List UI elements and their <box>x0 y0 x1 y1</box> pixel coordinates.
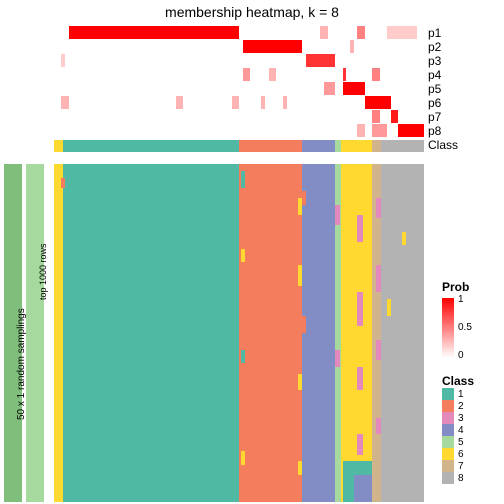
class-legend-item: 5 <box>442 436 474 448</box>
class-legend-item: 2 <box>442 400 474 412</box>
class-legend-item: 7 <box>442 460 474 472</box>
class-legend-title: Class <box>442 374 474 388</box>
membership-heatmap: membership heatmap, k = 8 50 x 1 random … <box>0 0 504 504</box>
class-legend-item: 3 <box>442 412 474 424</box>
membership-body <box>0 0 504 504</box>
prob-legend: Prob 1 0.5 0 <box>442 280 502 358</box>
class-legend-item: 1 <box>442 388 474 400</box>
class-legend-item: 4 <box>442 424 474 436</box>
prob-legend-title: Prob <box>442 280 502 294</box>
prob-gradient <box>442 298 454 358</box>
class-legend: Class12345678 <box>442 374 474 484</box>
class-legend-item: 8 <box>442 472 474 484</box>
class-legend-item: 6 <box>442 448 474 460</box>
